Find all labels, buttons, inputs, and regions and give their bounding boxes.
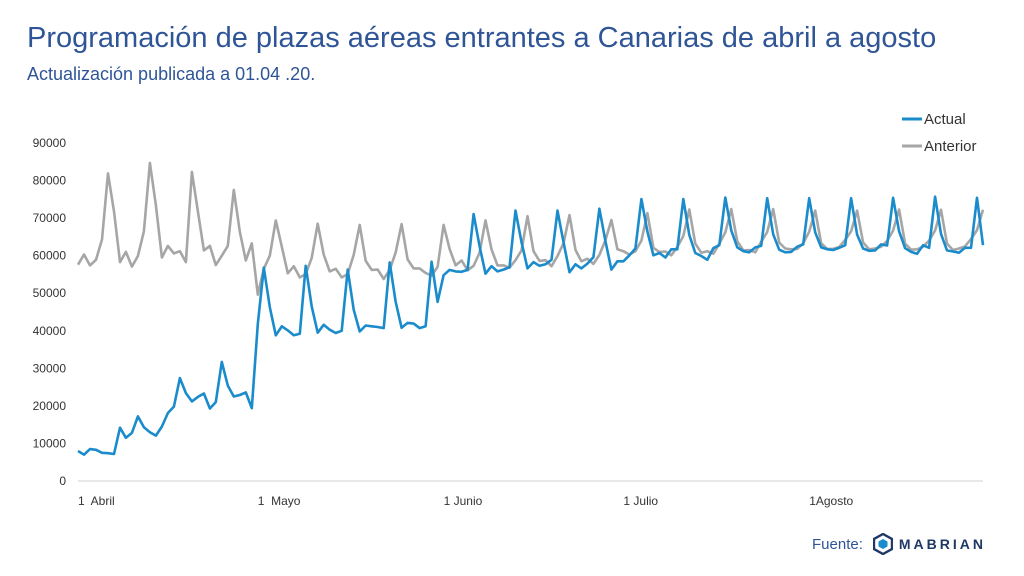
series-line-actual [77,195,985,457]
y-tick-label: 0 [59,474,66,488]
x-tick-label: 1Agosto [809,494,853,508]
footer: Fuente: MABRIAN [812,533,986,555]
y-axis-ticks: 0 10000 20000 30000 40000 50000 60000 70000 8000… [33,136,67,488]
y-tick-label: 20000 [33,399,67,413]
y-tick-label: 10000 [33,436,67,450]
y-tick-label: 70000 [33,211,67,225]
legend-item-actual[interactable]: Actual [902,111,966,128]
chart-subtitle: Actualización publicada a 01.04 .20. [27,64,316,84]
y-tick-label: 60000 [33,249,67,263]
legend[interactable]: Actual Anterior [902,111,977,155]
y-tick-label: 40000 [33,324,67,338]
legend-label-actual: Actual [924,111,966,128]
series-lines [76,161,985,457]
y-tick-label: 50000 [33,286,67,300]
y-tick-label: 30000 [33,361,67,375]
x-axis-ticks: 1 Abril 1 Mayo 1 Junio 1 Julio 1Agosto [78,494,854,508]
mabrian-hexagon-icon [872,533,893,555]
brand-logo[interactable]: MABRIAN [872,533,986,555]
y-tick-label: 80000 [33,174,67,188]
legend-label-anterior: Anterior [924,138,977,155]
x-tick-label: 1 Abril [78,494,115,508]
x-tick-label: 1 Mayo [258,494,301,508]
legend-item-anterior[interactable]: Anterior [902,138,977,155]
chart-title: Programación de plazas aéreas entrantes … [27,22,937,54]
source-label: Fuente: [812,535,863,553]
x-tick-label: 1 Junio [444,494,483,508]
y-tick-label: 90000 [33,136,67,150]
x-tick-label: 1 Julio [623,494,658,508]
brand-name: MABRIAN [898,536,986,552]
